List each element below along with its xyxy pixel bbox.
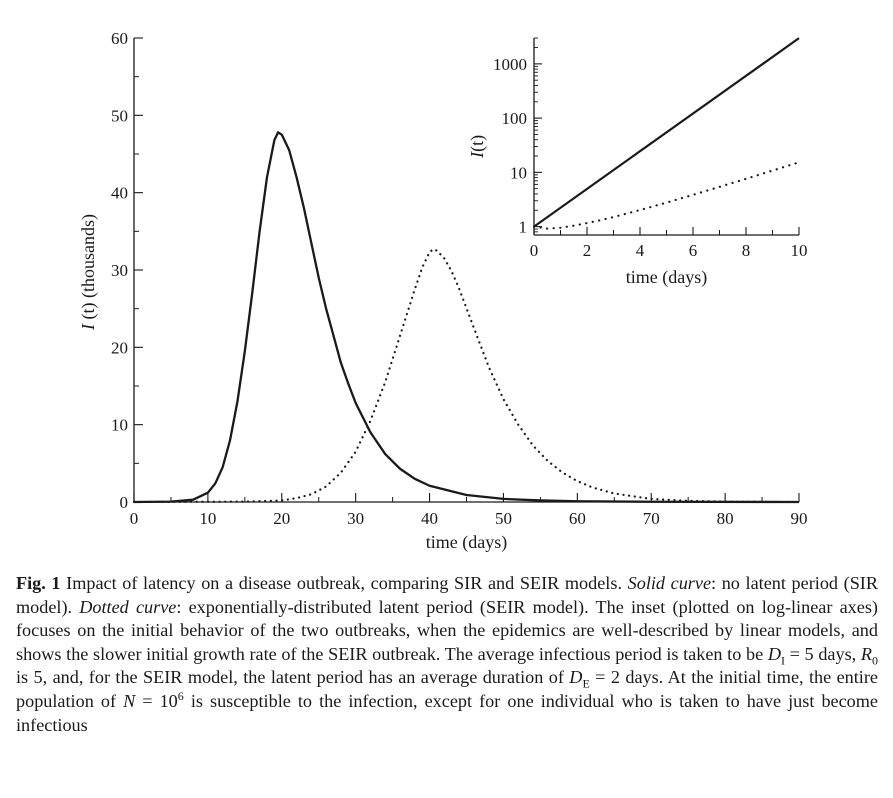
main-series-dotted [132, 248, 801, 504]
main-x-tick-label: 80 [717, 509, 734, 528]
main-y-axis-label: I (t) (thousands) [78, 214, 99, 331]
caption-text-4: = 5 days, [784, 643, 861, 664]
main-x-tick-label: 60 [569, 509, 586, 528]
caption-di-sub: I [780, 653, 785, 668]
main-x-tick-label: 10 [199, 509, 216, 528]
main-x-tick-label: 40 [421, 509, 438, 528]
main-y-axis-label-rest: (t) (thousands) [78, 214, 99, 324]
inset-x-tick-label: 0 [530, 241, 539, 260]
inset-x-tick-label: 6 [689, 241, 698, 260]
caption-r-sub: 0 [872, 653, 878, 668]
caption-text-1: Impact of latency on a disease outbreak,… [60, 573, 628, 593]
inset-y-axis-label-var: I [467, 151, 487, 159]
main-y-tick-label: 60 [111, 29, 128, 48]
caption-n-sup: 6 [177, 688, 184, 703]
caption-n-var: N [123, 690, 136, 711]
main-y-tick-label: 20 [111, 338, 128, 357]
inset-y-tick-label: 1000 [493, 55, 527, 74]
caption-di-var: D [767, 643, 781, 664]
inset-x-tick-label: 10 [791, 241, 808, 260]
caption-text-7: = 10 [135, 690, 178, 711]
caption-text-2: : no latent period (SIR model). [16, 573, 878, 617]
main-y-tick-label: 30 [111, 261, 128, 280]
main-x-tick-label: 70 [643, 509, 660, 528]
inset-y-axis-label-rest: (t) [467, 135, 488, 152]
main-x-tick-label: 0 [130, 509, 139, 528]
inset-y-tick-label: 100 [502, 109, 528, 128]
caption-dotted-term: Dotted curve [79, 596, 177, 617]
caption-text-3: : exponentially-distributed latent perio… [16, 596, 878, 664]
inset-series-dotted [532, 161, 801, 230]
inset-y-axis-label: I(t) [467, 135, 488, 159]
inset-y-tick-label: 1 [519, 218, 528, 237]
inset-x-tick-label: 4 [636, 241, 645, 260]
caption-solid-term: Solid curve [627, 573, 712, 593]
caption-r-var: R [860, 643, 872, 664]
figure-caption: Fig. 1 Impact of latency on a disease ou… [16, 572, 878, 737]
main-x-tick-label: 90 [791, 509, 808, 528]
inset-x-tick-label: 8 [742, 241, 751, 260]
inset-y-tick-label: 10 [510, 163, 527, 182]
main-x-tick-label: 50 [495, 509, 512, 528]
main-y-axis-label-var: I [78, 323, 98, 331]
main-y-tick-label: 40 [111, 184, 128, 203]
inset-chart: 0 2 4 6 8 10 1 10 100 1000 time (days) I(t) [467, 37, 808, 288]
caption-de-var: D [569, 667, 583, 688]
main-y-tick-label: 0 [120, 493, 129, 512]
main-x-axis-label: time (days) [426, 532, 507, 553]
inset-x-tick-label: 2 [583, 241, 592, 260]
inset-series-solid [533, 37, 800, 228]
main-x-tick-label: 20 [273, 509, 290, 528]
caption-fig-label: Fig. 1 [16, 573, 61, 593]
main-y-tick-label: 50 [111, 106, 128, 125]
caption-de-sub: E [582, 677, 590, 692]
caption-text-5: is 5, and, for the SEIR model, the laten… [16, 667, 570, 688]
inset-x-axis-label: time (days) [626, 267, 707, 288]
main-x-tick-label: 30 [347, 509, 364, 528]
caption-text-8: is susceptible to the infection, except … [16, 690, 878, 735]
main-y-tick-label: 10 [111, 416, 128, 435]
caption-text-6: = 2 days. At the initial time, the entir… [16, 667, 878, 711]
main-series-solid [133, 131, 800, 504]
